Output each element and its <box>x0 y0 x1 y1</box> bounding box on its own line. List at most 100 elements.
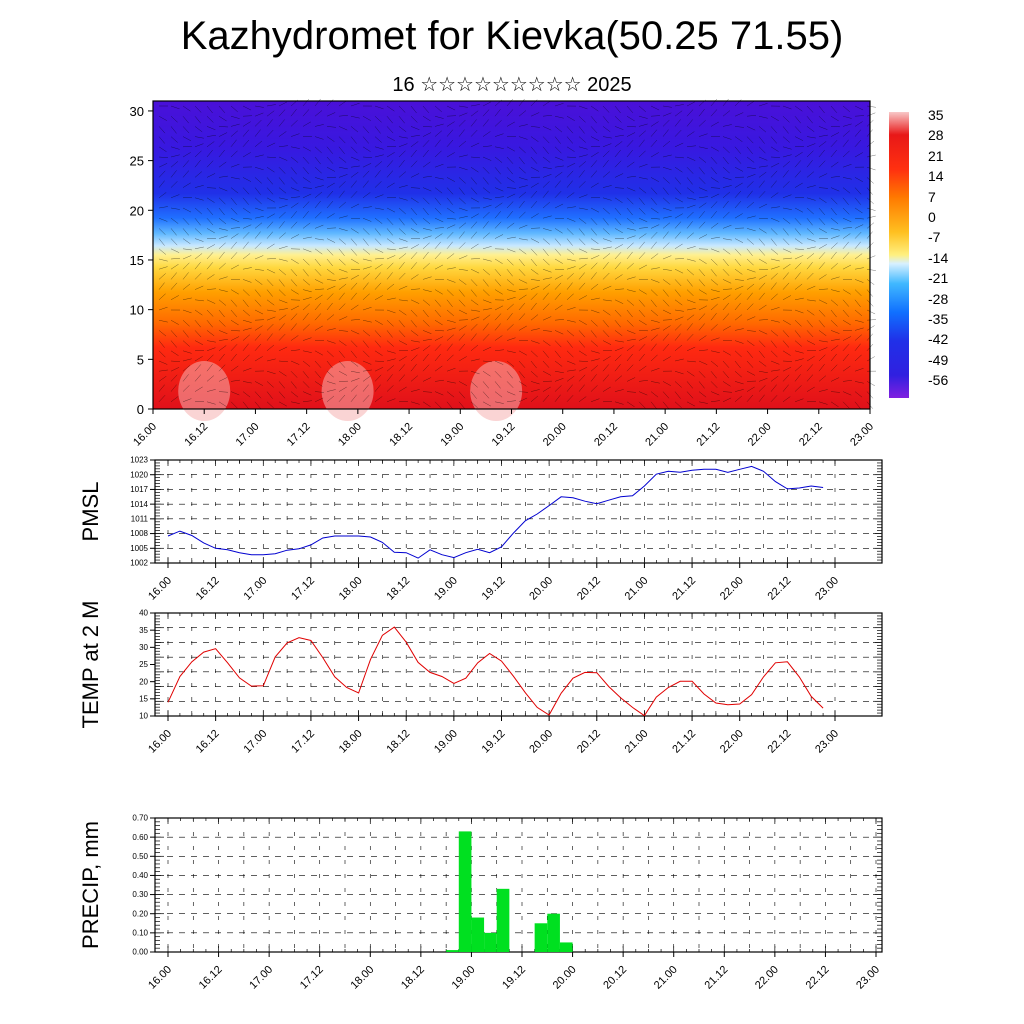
wind-barb <box>686 333 694 341</box>
wind-barb <box>326 126 336 128</box>
wind-barb <box>554 340 562 348</box>
wind-barb <box>818 141 827 147</box>
wind-barb <box>350 378 360 382</box>
precip-y-tick-label: 0.10 <box>132 929 148 938</box>
precip-bar <box>471 917 485 952</box>
wind-barb <box>746 268 756 273</box>
wind-barb <box>722 269 730 276</box>
wind-barb <box>350 318 360 321</box>
wind-barb <box>542 126 552 131</box>
wind-barb <box>218 289 228 292</box>
wind-barb <box>530 381 540 385</box>
wind-barb <box>482 101 492 107</box>
wind-barb <box>290 202 299 209</box>
wind-barb <box>590 320 598 327</box>
wind-barb <box>242 152 251 158</box>
wind-barb <box>158 330 167 337</box>
wind-barb <box>698 133 708 137</box>
wind-barb <box>278 314 287 321</box>
wind-barb <box>230 150 238 158</box>
precip-x-tick-label: 17.12 <box>298 964 326 992</box>
wind-barb <box>422 299 431 306</box>
wind-barb <box>770 238 777 246</box>
wind-barb <box>782 263 791 270</box>
wind-barb <box>158 384 165 392</box>
wind-barb <box>710 98 717 107</box>
wind-barb <box>314 391 324 393</box>
wind-barb <box>758 115 768 119</box>
wind-barb <box>638 177 648 180</box>
wind-barb <box>194 272 202 280</box>
wind-barb <box>662 197 670 205</box>
wind-barb <box>674 268 684 274</box>
wind-barb <box>326 268 335 275</box>
wind-barb <box>182 297 192 301</box>
precip-y-tick-label: 0.70 <box>132 814 148 823</box>
wind-barb <box>662 105 672 108</box>
wind-barb <box>338 303 346 311</box>
wind-barb <box>218 251 225 260</box>
wind-barb <box>782 161 790 168</box>
wind-barb <box>410 262 417 270</box>
wind-barb <box>398 246 408 250</box>
wind-barb <box>266 344 275 351</box>
wind-barb <box>518 269 526 276</box>
wind-barb <box>170 238 178 246</box>
wind-barb <box>458 299 466 307</box>
wind-barb <box>338 350 345 358</box>
wind-barb <box>734 279 744 281</box>
wind-barb <box>794 228 801 236</box>
wind-barb <box>422 330 432 334</box>
temp-frame <box>154 612 883 717</box>
wind-barb <box>710 391 720 396</box>
wind-barb <box>242 177 252 182</box>
wind-barb <box>542 215 552 219</box>
wind-barb <box>506 187 516 189</box>
wind-barb <box>410 218 418 226</box>
wind-barb <box>602 356 611 362</box>
wind-barb <box>218 276 228 280</box>
wind-barb <box>302 156 310 164</box>
wind-barb <box>338 370 348 376</box>
wind-barb <box>854 279 864 283</box>
wind-barb <box>566 163 576 168</box>
wind-barb <box>710 360 719 367</box>
wind-barb <box>734 201 742 209</box>
wind-barb <box>758 377 768 382</box>
wind-barb <box>686 232 694 239</box>
wind-barb <box>470 289 477 297</box>
wind-barb <box>194 246 204 250</box>
wind-barb <box>266 316 276 321</box>
wind-barb <box>158 282 165 290</box>
wind-barb <box>602 143 612 148</box>
wind-barb <box>614 347 624 352</box>
wind-barb <box>290 156 299 163</box>
wind-barb <box>314 350 323 356</box>
wind-barb <box>686 308 696 311</box>
wind-barb <box>470 142 480 148</box>
temp-minor-ticks <box>155 612 882 717</box>
wind-barb <box>614 375 623 382</box>
wind-barb <box>722 200 729 209</box>
wind-barb <box>674 279 682 287</box>
wind-barb <box>830 345 839 351</box>
wind-barb <box>362 192 371 199</box>
wind-barb <box>530 350 538 358</box>
wind-barb <box>374 136 382 143</box>
wind-barb <box>266 213 275 219</box>
wind-barb <box>698 323 705 331</box>
wind-barb <box>782 136 790 143</box>
chart-title: Kazhydromet for Kievka(50.25 71.55) <box>180 14 844 58</box>
wind-barb <box>266 289 273 297</box>
wind-barb <box>482 156 492 161</box>
wind-barb <box>290 371 298 378</box>
wind-barb <box>734 293 742 300</box>
wind-barb <box>506 156 514 164</box>
wind-barb <box>242 224 252 229</box>
wind-barb <box>194 262 201 270</box>
wind-barb <box>482 269 491 276</box>
wind-barb <box>482 187 491 194</box>
wind-barb <box>554 385 562 392</box>
wind-barb <box>398 126 407 133</box>
wind-barb <box>698 258 707 264</box>
